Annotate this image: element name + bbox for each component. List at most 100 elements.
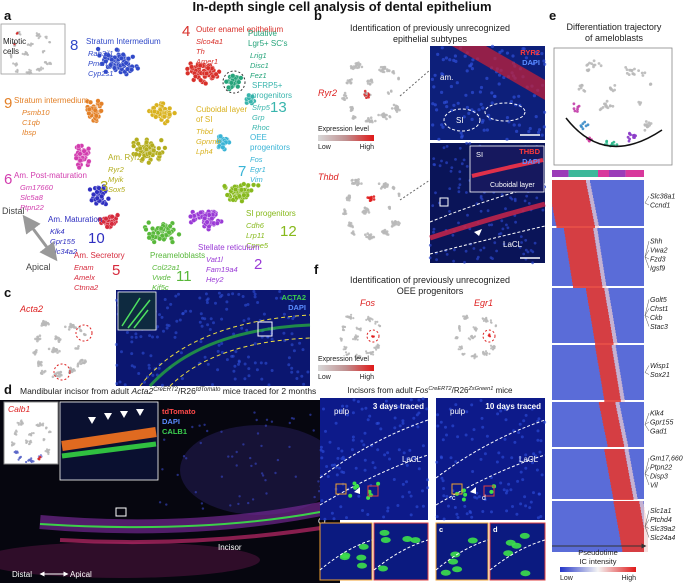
heatmap-row [619,393,624,396]
cell-dot [352,317,355,320]
cell-dot [366,232,370,235]
nucleus [472,247,476,250]
nucleus [454,59,458,64]
heatmap-row [611,327,615,330]
leader-line [644,519,650,527]
heatmap-row [602,387,619,390]
heatmap-row [565,237,595,240]
cell-dot [490,321,493,324]
cell-dot [366,317,370,320]
heatmap-row [593,219,598,222]
cell-dot [29,69,32,72]
nucleus [282,312,286,316]
nucleus [543,420,547,424]
cluster-gene: Ptpn22 [20,203,45,212]
cluster-name: Cuboidal layer [196,105,247,114]
heatmap-row [601,414,618,417]
heatmap-row [607,464,628,467]
state-bar [625,170,644,177]
cell-dot [76,143,81,149]
panel-label: f [314,262,319,277]
nucleus [300,374,304,378]
reporter-cell [450,551,461,558]
nucleus [134,332,138,336]
nucleus [537,130,541,134]
heatmap-row [615,510,642,513]
nucleus [516,479,520,483]
cluster-gene: Vim [250,175,263,184]
nucleus [440,72,444,76]
heatmap-row [600,375,617,378]
heatmap-row [595,348,613,351]
nucleus [432,227,436,231]
nucleus [463,260,466,264]
nucleus [270,337,274,341]
nucleus [498,50,502,55]
legend-high: High [360,144,375,151]
nucleus [543,110,547,114]
cell-dot [365,208,368,211]
nucleus [363,431,367,435]
image-label: LaCL [402,455,422,464]
cluster-name: Stratum Intermedium [86,37,161,46]
heatmap-row [619,390,624,393]
gene-label: Ccnd1 [650,203,670,210]
cell-dot [342,94,346,97]
heatmap-row [628,470,633,473]
cell-dot [79,329,82,332]
cell-dot [204,71,210,76]
nucleus [499,409,503,413]
nucleus [495,460,499,464]
nucleus [519,470,523,474]
image-label: SI [476,150,483,159]
nucleus [155,335,159,339]
nucleus [235,450,238,454]
nucleus [524,466,528,470]
image-label: pulp [450,407,466,416]
cell-dot [143,146,149,152]
heatmap-row [603,396,621,399]
cell-dot [355,353,358,356]
nucleus [532,94,537,98]
nucleus [492,94,497,98]
cell-dot [19,455,22,458]
nucleus [435,258,438,262]
cell-dot [353,181,357,185]
nucleus [253,295,257,299]
cell-dot [461,353,464,356]
cell-dot [592,63,595,67]
cluster-gene: Grp [252,113,265,122]
cell-dot [167,112,173,117]
heatmap-row [592,213,597,216]
nucleus [130,340,134,344]
nucleus [479,209,483,213]
nucleus [199,312,203,316]
nucleus [505,116,510,120]
heatmap-row [616,408,621,411]
heatmap-row [605,452,626,455]
leader-line [644,256,650,260]
nucleus [220,317,224,321]
nucleus [240,326,244,330]
heatmap-row [641,513,646,516]
cell-dot [390,107,394,110]
heatmap-row [593,330,612,333]
cluster-number: 12 [280,223,297,240]
reporter-cell [462,488,466,493]
nucleus [470,62,474,66]
cell-dot [631,134,635,137]
cell-dot [581,127,585,131]
inset-frame [0,23,66,75]
cell-dot [30,72,33,75]
cell-dot [13,43,16,46]
stain-label: DAPI [162,417,180,426]
nucleus [534,454,537,458]
nucleus [118,380,122,384]
nucleus [225,300,229,304]
nucleus [465,69,469,73]
cell-dot [48,41,52,44]
nucleus [237,292,241,296]
cell-dot [385,117,388,121]
image-label: Cuboidal layer [490,182,535,189]
nucleus [533,241,537,245]
